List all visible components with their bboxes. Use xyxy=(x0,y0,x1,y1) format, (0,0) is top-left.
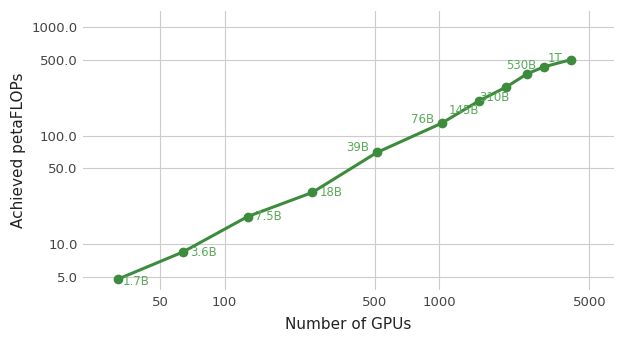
Text: 7.5B: 7.5B xyxy=(255,210,281,223)
Text: 76B: 76B xyxy=(411,113,434,126)
Text: 39B: 39B xyxy=(346,142,369,154)
Text: 18B: 18B xyxy=(319,186,342,199)
Text: 3.6B: 3.6B xyxy=(190,246,217,259)
Text: 145B: 145B xyxy=(449,104,479,117)
Y-axis label: Achieved petaFLOPs: Achieved petaFLOPs xyxy=(11,73,26,228)
Text: 530B: 530B xyxy=(506,59,536,72)
Text: 310B: 310B xyxy=(479,91,510,104)
Text: 1T: 1T xyxy=(548,52,562,65)
X-axis label: Number of GPUs: Number of GPUs xyxy=(286,317,412,332)
Text: 1.7B: 1.7B xyxy=(123,275,150,288)
